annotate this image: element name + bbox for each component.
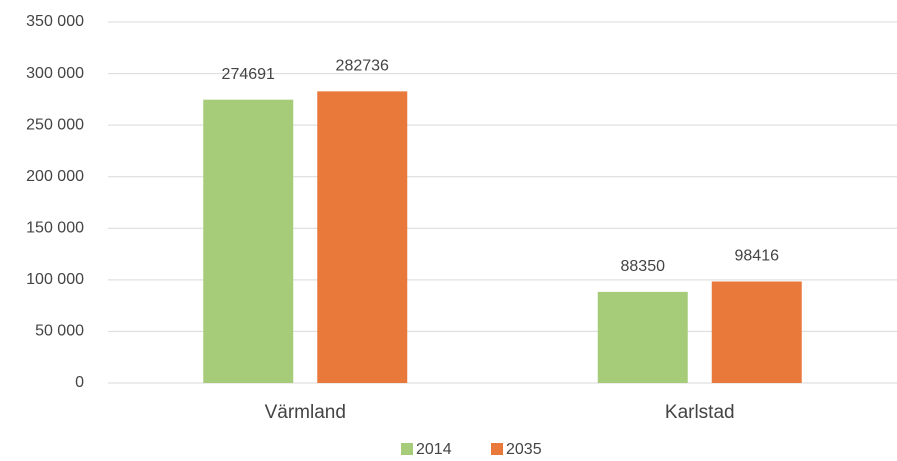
- y-tick-label: 250 000: [26, 116, 84, 133]
- legend-label: 2035: [506, 441, 542, 458]
- legend-label: 2014: [416, 441, 452, 458]
- data-label: 282736: [336, 58, 389, 75]
- bar: [317, 91, 408, 383]
- y-tick-label: 0: [75, 374, 84, 391]
- bar: [203, 99, 294, 384]
- y-tick-label: 100 000: [26, 271, 84, 288]
- data-label: 98416: [735, 248, 780, 265]
- x-tick-label: Värmland: [265, 402, 346, 423]
- y-tick-label: 150 000: [26, 220, 84, 237]
- bar: [597, 291, 688, 383]
- bar: [711, 281, 802, 383]
- y-tick-label: 200 000: [26, 168, 84, 185]
- y-tick-label: 50 000: [35, 323, 84, 340]
- data-label: 274691: [222, 66, 275, 83]
- legend-swatch: [401, 443, 413, 455]
- legend-swatch: [491, 443, 503, 455]
- y-tick-label: 300 000: [26, 65, 84, 82]
- x-tick-label: Karlstad: [665, 402, 735, 423]
- data-label: 88350: [621, 258, 666, 275]
- y-tick-label: 350 000: [26, 13, 84, 30]
